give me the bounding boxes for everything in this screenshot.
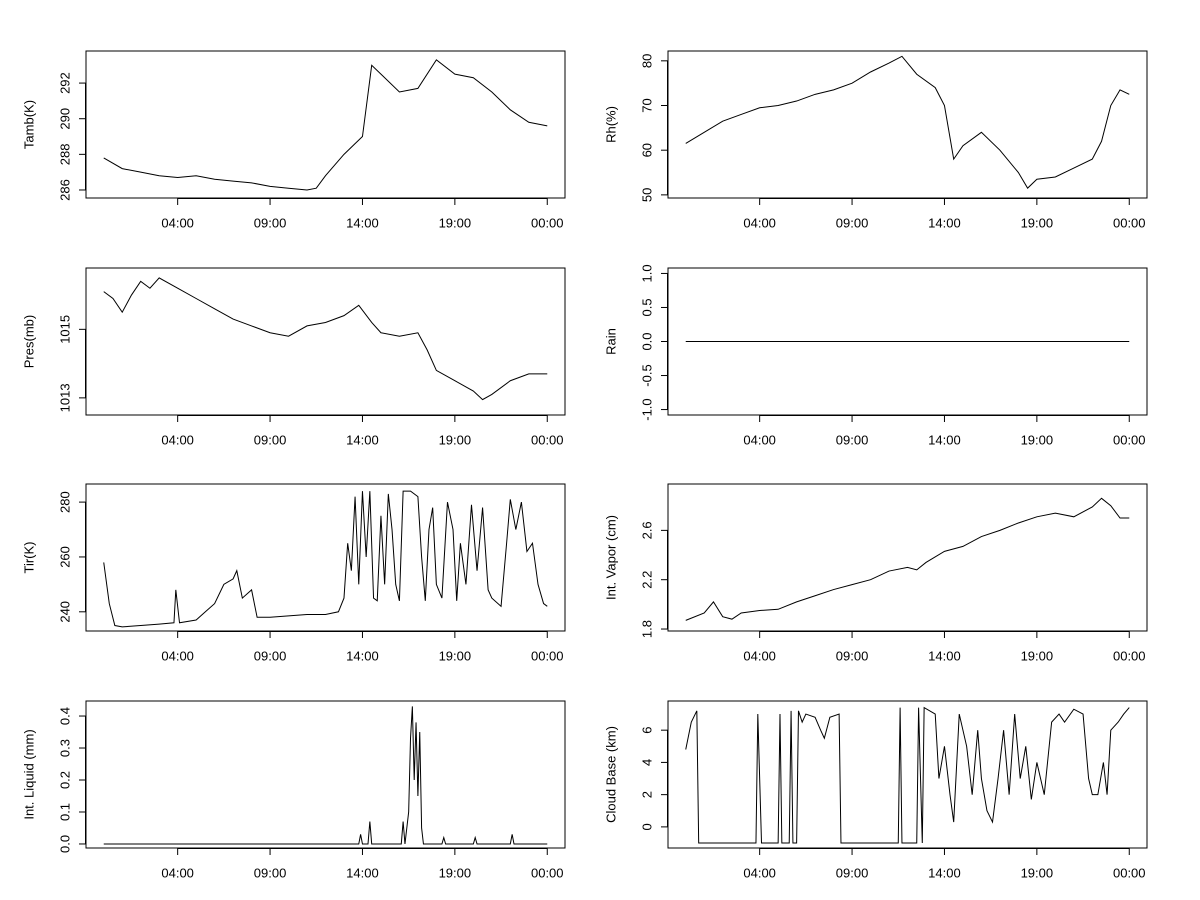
x-tick-label: 04:00 [743, 432, 776, 447]
y-tick-label: 0 [639, 823, 654, 830]
x-tick-label: 09:00 [836, 432, 869, 447]
y-tick-label: 2.2 [639, 571, 654, 589]
y-tick-label: 0.4 [57, 707, 72, 725]
y-tick-label: 240 [57, 601, 72, 623]
x-tick-label: 19:00 [439, 215, 472, 230]
data-line [103, 59, 548, 191]
x-tick-label: 04:00 [743, 865, 776, 880]
x-tick-label: 00:00 [531, 648, 564, 663]
y-tick-label: 280 [57, 491, 72, 513]
y-axis-label: Tir(K) [21, 541, 36, 573]
y-tick-label: 1013 [57, 383, 72, 412]
y-tick-label: 292 [57, 72, 72, 94]
x-tick-label: 00:00 [531, 432, 564, 447]
y-axis-label: Cloud Base (km) [603, 726, 618, 823]
y-tick-label: 6 [639, 727, 654, 734]
y-tick-label: 288 [57, 143, 72, 165]
data-line [103, 706, 548, 845]
x-tick-label: 14:00 [346, 865, 379, 880]
x-tick-label: 04:00 [743, 648, 776, 663]
x-tick-label: 14:00 [346, 215, 379, 230]
data-line [103, 490, 548, 628]
x-tick-label: 19:00 [439, 432, 472, 447]
y-axis-label: Pres(mb) [21, 315, 36, 368]
y-tick-label: 1.0 [639, 264, 654, 282]
y-axis-label: Rain [603, 328, 618, 355]
y-tick-label: 1.8 [639, 620, 654, 638]
x-tick-label: 14:00 [928, 865, 961, 880]
x-tick-label: 19:00 [1021, 648, 1054, 663]
x-tick-label: 00:00 [531, 865, 564, 880]
x-tick-label: 04:00 [743, 215, 776, 230]
data-line [685, 497, 1130, 621]
x-tick-label: 00:00 [1113, 865, 1146, 880]
data-line [685, 55, 1130, 189]
y-tick-label: 0.0 [57, 835, 72, 853]
x-tick-label: 09:00 [836, 865, 869, 880]
x-tick-label: 09:00 [254, 215, 287, 230]
y-tick-label: 290 [57, 108, 72, 130]
x-tick-label: 09:00 [254, 432, 287, 447]
y-tick-label: 2.6 [639, 521, 654, 539]
data-line [685, 706, 1130, 844]
y-tick-label: 0.5 [639, 298, 654, 316]
y-axis-label: Rh(%) [603, 106, 618, 143]
y-tick-label: 70 [639, 98, 654, 112]
y-tick-label: 60 [639, 143, 654, 157]
x-tick-label: 09:00 [254, 865, 287, 880]
y-axis-label: Int. Liquid (mm) [21, 729, 36, 819]
x-tick-label: 19:00 [439, 648, 472, 663]
y-tick-label: 0.0 [639, 332, 654, 350]
x-tick-label: 09:00 [836, 648, 869, 663]
y-tick-label: 260 [57, 546, 72, 568]
y-tick-label: -0.5 [639, 364, 654, 386]
x-tick-label: 19:00 [1021, 865, 1054, 880]
x-tick-label: 19:00 [1021, 215, 1054, 230]
x-tick-label: 14:00 [928, 215, 961, 230]
y-tick-label: 50 [639, 188, 654, 202]
y-tick-label: 1015 [57, 315, 72, 344]
x-tick-label: 00:00 [531, 215, 564, 230]
x-tick-label: 00:00 [1113, 648, 1146, 663]
x-tick-label: 14:00 [346, 648, 379, 663]
y-tick-label: 286 [57, 179, 72, 201]
x-tick-label: 09:00 [836, 215, 869, 230]
x-tick-label: 04:00 [161, 648, 194, 663]
x-tick-label: 00:00 [1113, 215, 1146, 230]
x-tick-label: 04:00 [161, 215, 194, 230]
x-tick-label: 04:00 [161, 865, 194, 880]
data-line [103, 277, 548, 401]
x-tick-label: 14:00 [346, 432, 379, 447]
y-tick-label: 0.1 [57, 803, 72, 821]
x-tick-label: 19:00 [1021, 432, 1054, 447]
x-tick-label: 14:00 [928, 432, 961, 447]
y-axis-label: Int. Vapor (cm) [603, 515, 618, 600]
x-tick-label: 19:00 [439, 865, 472, 880]
y-axis-label: Tamb(K) [21, 100, 36, 149]
x-tick-label: 09:00 [254, 648, 287, 663]
x-tick-label: 04:00 [161, 432, 194, 447]
y-tick-label: 80 [639, 54, 654, 68]
y-tick-label: 2 [639, 791, 654, 798]
y-tick-label: 0.2 [57, 771, 72, 789]
x-tick-label: 14:00 [928, 648, 961, 663]
y-tick-label: 0.3 [57, 739, 72, 757]
y-tick-label: -1.0 [639, 398, 654, 420]
x-tick-label: 00:00 [1113, 432, 1146, 447]
y-tick-label: 4 [639, 759, 654, 766]
